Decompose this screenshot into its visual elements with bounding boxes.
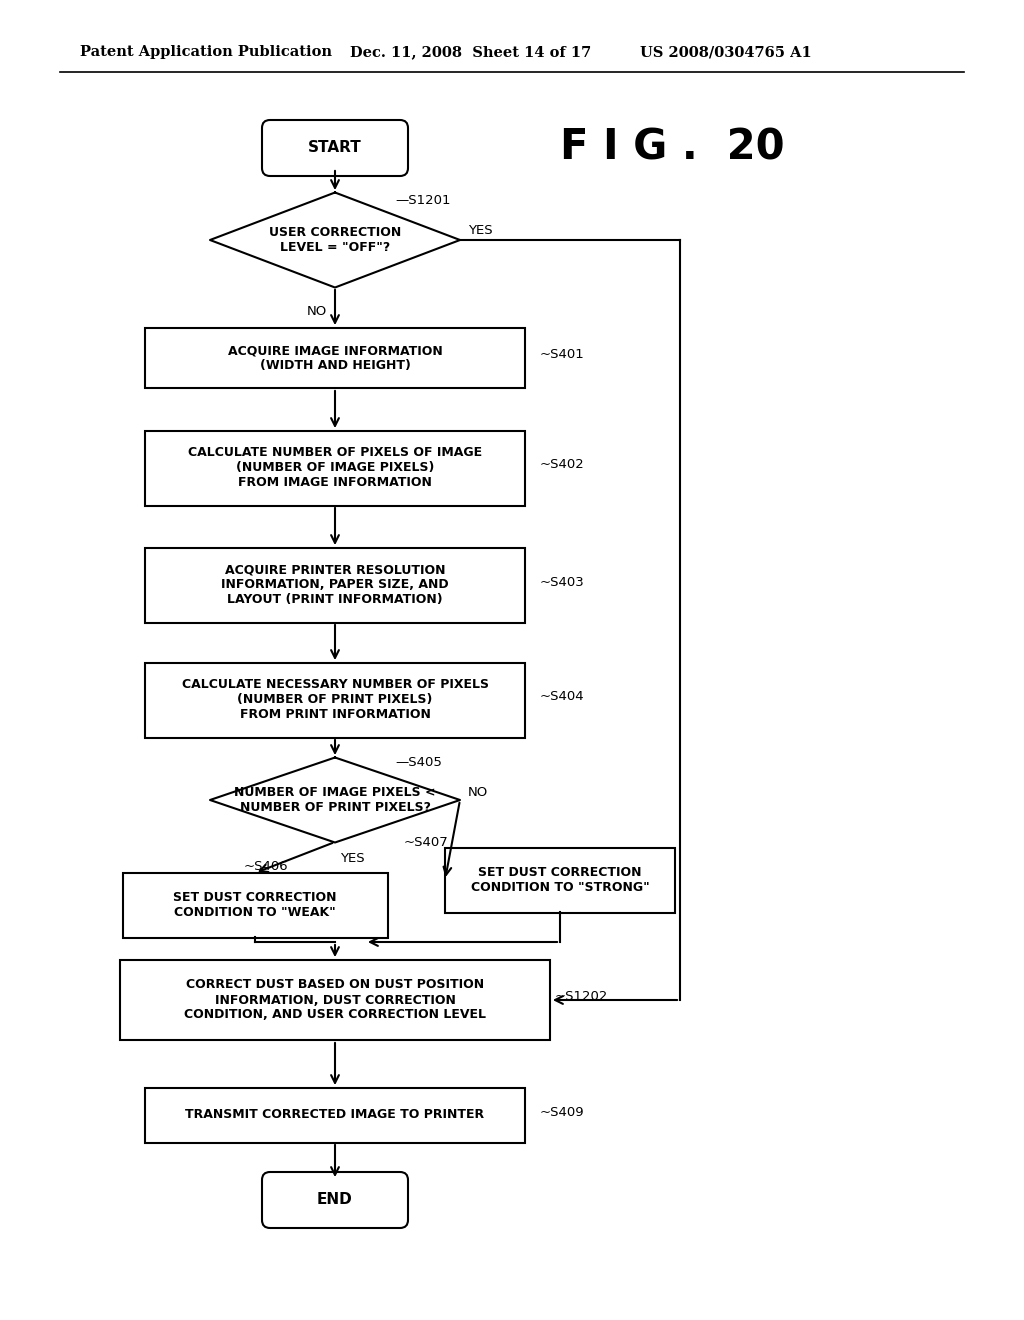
- Text: ACQUIRE PRINTER RESOLUTION
INFORMATION, PAPER SIZE, AND
LAYOUT (PRINT INFORMATIO: ACQUIRE PRINTER RESOLUTION INFORMATION, …: [221, 564, 449, 606]
- Text: NUMBER OF IMAGE PIXELS <
NUMBER OF PRINT PIXELS?: NUMBER OF IMAGE PIXELS < NUMBER OF PRINT…: [234, 785, 436, 814]
- Text: YES: YES: [468, 223, 493, 236]
- Text: ACQUIRE IMAGE INFORMATION
(WIDTH AND HEIGHT): ACQUIRE IMAGE INFORMATION (WIDTH AND HEI…: [227, 345, 442, 372]
- Text: Dec. 11, 2008  Sheet 14 of 17: Dec. 11, 2008 Sheet 14 of 17: [350, 45, 591, 59]
- Bar: [123, 873, 387, 937]
- FancyBboxPatch shape: [262, 1172, 408, 1228]
- Polygon shape: [210, 193, 460, 288]
- Bar: [445, 847, 675, 912]
- Text: ~S406: ~S406: [244, 861, 288, 874]
- FancyBboxPatch shape: [262, 120, 408, 176]
- Text: NO: NO: [468, 785, 488, 799]
- Bar: [145, 663, 525, 738]
- Text: SET DUST CORRECTION
CONDITION TO "STRONG": SET DUST CORRECTION CONDITION TO "STRONG…: [471, 866, 649, 894]
- Text: USER CORRECTION
LEVEL = "OFF"?: USER CORRECTION LEVEL = "OFF"?: [269, 226, 401, 253]
- Text: START: START: [308, 140, 361, 156]
- Text: ~S407: ~S407: [403, 837, 449, 850]
- Text: NO: NO: [307, 305, 327, 318]
- Text: US 2008/0304765 A1: US 2008/0304765 A1: [640, 45, 812, 59]
- Bar: [145, 1088, 525, 1143]
- Text: CALCULATE NUMBER OF PIXELS OF IMAGE
(NUMBER OF IMAGE PIXELS)
FROM IMAGE INFORMAT: CALCULATE NUMBER OF PIXELS OF IMAGE (NUM…: [188, 446, 482, 490]
- Bar: [145, 430, 525, 506]
- Text: Patent Application Publication: Patent Application Publication: [80, 45, 332, 59]
- Text: —S1201: —S1201: [395, 194, 451, 206]
- Text: CORRECT DUST BASED ON DUST POSITION
INFORMATION, DUST CORRECTION
CONDITION, AND : CORRECT DUST BASED ON DUST POSITION INFO…: [184, 978, 486, 1022]
- Text: SET DUST CORRECTION
CONDITION TO "WEAK": SET DUST CORRECTION CONDITION TO "WEAK": [173, 891, 337, 919]
- Polygon shape: [210, 758, 460, 842]
- Text: F I G .  20: F I G . 20: [560, 127, 784, 169]
- Bar: [145, 548, 525, 623]
- Bar: [120, 960, 550, 1040]
- Text: YES: YES: [340, 851, 365, 865]
- Text: ~S403: ~S403: [540, 576, 585, 589]
- Text: ~S401: ~S401: [540, 348, 585, 362]
- Text: ~S404: ~S404: [540, 690, 585, 704]
- Text: —S405: —S405: [395, 755, 442, 768]
- Text: ~S409: ~S409: [540, 1106, 585, 1118]
- Text: ~S402: ~S402: [540, 458, 585, 471]
- Text: ~S1202: ~S1202: [555, 990, 608, 1003]
- Text: CALCULATE NECESSARY NUMBER OF PIXELS
(NUMBER OF PRINT PIXELS)
FROM PRINT INFORMA: CALCULATE NECESSARY NUMBER OF PIXELS (NU…: [181, 678, 488, 722]
- Bar: [145, 327, 525, 388]
- Text: END: END: [317, 1192, 353, 1208]
- Text: TRANSMIT CORRECTED IMAGE TO PRINTER: TRANSMIT CORRECTED IMAGE TO PRINTER: [185, 1109, 484, 1122]
